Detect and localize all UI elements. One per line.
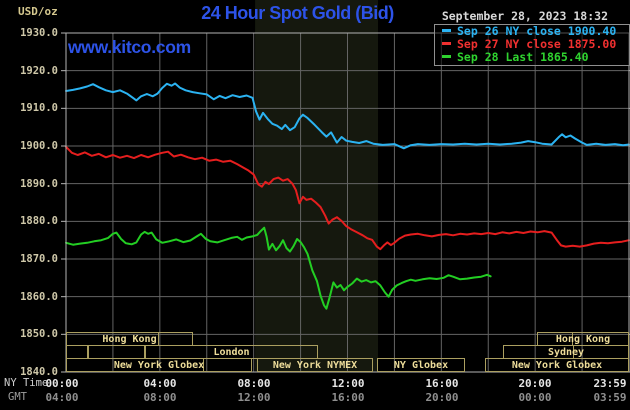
timestamp: September 28, 2023 18:32 [441, 9, 608, 23]
session-label: Sydney [547, 346, 585, 358]
legend-item-sep27: Sep 27 NY close 1875.00 [435, 38, 629, 51]
session-label: Hong Kong [102, 333, 157, 345]
x-tick-label-gmt: 03:59 [593, 391, 627, 404]
session-box-london: London [145, 345, 318, 359]
session-box [88, 345, 145, 359]
session-divider [203, 359, 204, 371]
session-box-hong-kong: Hong Kong [537, 332, 629, 346]
session-label: NY Globex [393, 359, 449, 371]
session-divider [572, 333, 573, 345]
x-tick-label-gmt: 20:00 [425, 391, 459, 404]
legend-dash-icon [442, 55, 451, 58]
y-tick-label: 1880.0 [20, 215, 58, 228]
price-line-sep-28 [65, 226, 492, 310]
x-tick-label-gmt: 04:00 [45, 391, 79, 404]
session-box-ny-globex: NY Globex [377, 358, 465, 372]
session-box-sydney: Sydney [503, 345, 629, 359]
x-tick-label-gmt: 00:00 [518, 391, 552, 404]
session-box-new-york-globex: New York Globex [66, 358, 252, 372]
price-line-sep-26 [65, 82, 630, 150]
legend-label: Sep 26 NY close 1900.40 [457, 24, 617, 38]
x-tick-label-ny: 12:00 [331, 377, 365, 390]
legend-dash-icon [442, 42, 451, 45]
session-label: London [213, 346, 250, 358]
session-box-new-york-globex: New York Globex [485, 358, 629, 372]
plot-border [65, 32, 630, 373]
price-line-sep-27 [65, 145, 630, 251]
kitco-watermark: www.kitco.com [68, 37, 191, 57]
y-tick-label: 1840.0 [20, 366, 58, 378]
x-tick-label-ny: 08:00 [237, 377, 271, 390]
y-tick-label: 1930.0 [20, 27, 58, 39]
x-tick-label-ny: 20:00 [518, 377, 552, 390]
y-tick-label: 1910.0 [20, 102, 58, 115]
legend-item-sep26: Sep 26 NY close 1900.40 [435, 25, 629, 38]
legend-item-sep28: Sep 28 Last 1865.40 [435, 51, 629, 64]
session-label: New York Globex [113, 359, 205, 371]
session-label: New York Globex [511, 359, 603, 371]
session-box-hong-kong: Hong Kong [66, 332, 193, 346]
legend-dash-icon [442, 29, 451, 32]
y-tick-label: 1890.0 [20, 177, 58, 190]
x-tick-label-gmt: 16:00 [331, 391, 365, 404]
x-tick-label-gmt: 12:00 [237, 391, 271, 404]
unit-label: USD/oz [18, 5, 58, 18]
y-tick-label: 1850.0 [20, 328, 58, 341]
nymex-session-shading [255, 0, 378, 372]
y-tick-label: 1860.0 [20, 290, 58, 303]
x-tick-label-gmt: 08:00 [143, 391, 177, 404]
x-tick-label-ny: 00:00 [45, 377, 79, 390]
gmt-axis-label: GMT [8, 391, 27, 403]
ny-time-axis-label: NY Time [4, 377, 49, 389]
y-tick-label: 1920.0 [20, 64, 58, 77]
session-label: Hong Kong [555, 333, 611, 345]
legend-label: Sep 27 NY close 1875.00 [457, 37, 617, 51]
page-title: 24 Hour Spot Gold (Bid) [201, 3, 394, 23]
session-divider [573, 346, 574, 358]
session-label: New York NYMEX [272, 359, 358, 371]
x-tick-label-ny: 04:00 [143, 377, 177, 390]
legend-label: Sep 28 Last 1865.40 [457, 50, 589, 64]
session-divider [158, 333, 159, 345]
y-tick-label: 1900.0 [20, 140, 58, 152]
legend: Sep 26 NY close 1900.40 Sep 27 NY close … [434, 24, 630, 66]
session-box [66, 345, 88, 359]
x-tick-label-ny: 16:00 [425, 377, 459, 390]
y-tick-label: 1870.0 [20, 253, 58, 265]
session-box-new-york-nymex: New York NYMEX [257, 358, 373, 372]
x-tick-label-ny: 23:59 [593, 377, 627, 390]
